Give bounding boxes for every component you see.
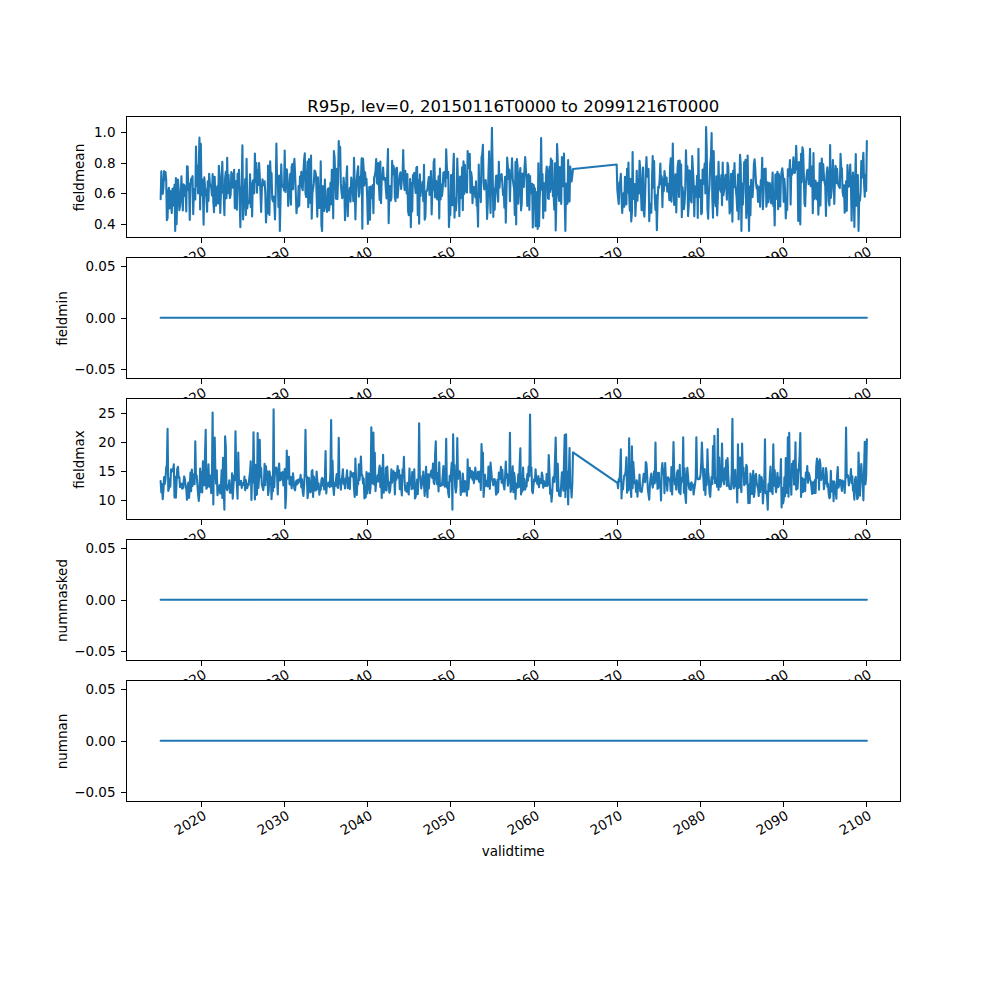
- line-series-fieldmax: [127, 399, 901, 518]
- x-tick-mark: [284, 238, 285, 243]
- line-series-nummasked: [127, 540, 901, 659]
- x-tick-mark: [450, 379, 451, 384]
- x-tick-mark: [700, 802, 701, 807]
- x-tick-mark: [450, 238, 451, 243]
- y-tick-mark: [121, 163, 126, 164]
- x-tick-mark: [866, 802, 867, 807]
- x-tick-mark: [450, 661, 451, 666]
- y-tick-label: 0.05: [56, 258, 116, 275]
- y-tick-label: −0.05: [56, 643, 116, 660]
- x-tick-mark: [866, 238, 867, 243]
- x-tick-mark: [866, 661, 867, 666]
- y-tick-label: 0.4: [56, 216, 116, 233]
- line-series-fieldmin: [127, 258, 901, 377]
- y-tick-mark: [121, 266, 126, 267]
- y-axis-label-fieldmean: fieldmean: [71, 127, 88, 227]
- y-tick-mark: [121, 500, 126, 501]
- x-tick-mark: [367, 238, 368, 243]
- y-tick-label: 20: [56, 434, 116, 451]
- x-tick-mark: [201, 661, 202, 666]
- y-tick-mark: [121, 600, 126, 601]
- x-tick-mark: [450, 520, 451, 525]
- x-tick-mark: [866, 520, 867, 525]
- x-tick-mark: [783, 379, 784, 384]
- y-tick-label: 0.00: [56, 310, 116, 327]
- x-tick-mark: [201, 802, 202, 807]
- y-tick-mark: [121, 224, 126, 225]
- x-tick-mark: [367, 379, 368, 384]
- y-tick-mark: [121, 792, 126, 793]
- y-tick-label: 0.6: [56, 185, 116, 202]
- x-tick-mark: [367, 520, 368, 525]
- x-tick-mark: [284, 802, 285, 807]
- y-tick-label: 0.00: [56, 733, 116, 750]
- y-tick-mark: [121, 132, 126, 133]
- x-tick-mark: [284, 661, 285, 666]
- y-tick-label: −0.05: [56, 361, 116, 378]
- y-tick-mark: [121, 413, 126, 414]
- x-tick-mark: [284, 379, 285, 384]
- y-tick-mark: [121, 318, 126, 319]
- y-tick-label: −0.05: [56, 784, 116, 801]
- y-tick-label: 0.8: [56, 155, 116, 172]
- y-tick-label: 0.05: [56, 540, 116, 557]
- x-tick-mark: [866, 379, 867, 384]
- y-tick-mark: [121, 651, 126, 652]
- y-tick-label: 15: [56, 463, 116, 480]
- x-tick-mark: [284, 520, 285, 525]
- x-axis-label: validtime: [127, 843, 901, 859]
- x-tick-mark: [783, 238, 784, 243]
- y-tick-mark: [121, 548, 126, 549]
- x-tick-mark: [783, 661, 784, 666]
- x-tick-mark: [700, 238, 701, 243]
- y-tick-label: 1.0: [56, 124, 116, 141]
- x-tick-mark: [700, 661, 701, 666]
- y-tick-label: 10: [56, 492, 116, 509]
- y-tick-mark: [121, 689, 126, 690]
- x-tick-mark: [450, 802, 451, 807]
- x-tick-mark: [783, 520, 784, 525]
- y-tick-mark: [121, 193, 126, 194]
- y-tick-mark: [121, 442, 126, 443]
- line-series-fieldmean: [127, 117, 901, 236]
- y-tick-mark: [121, 471, 126, 472]
- y-tick-label: 0.00: [56, 592, 116, 609]
- x-tick-mark: [367, 661, 368, 666]
- x-tick-mark: [201, 379, 202, 384]
- y-tick-mark: [121, 741, 126, 742]
- x-tick-mark: [700, 520, 701, 525]
- figure: R95p, lev=0, 20150116T0000 to 20991216T0…: [0, 0, 1000, 1000]
- y-tick-label: 0.05: [56, 681, 116, 698]
- x-tick-mark: [201, 238, 202, 243]
- x-tick-mark: [201, 520, 202, 525]
- x-tick-mark: [700, 379, 701, 384]
- y-tick-label: 25: [56, 405, 116, 422]
- x-tick-mark: [783, 802, 784, 807]
- x-tick-mark: [367, 802, 368, 807]
- y-tick-mark: [121, 369, 126, 370]
- chart-title: R95p, lev=0, 20150116T0000 to 20991216T0…: [127, 97, 901, 116]
- line-series-numnan: [127, 681, 901, 800]
